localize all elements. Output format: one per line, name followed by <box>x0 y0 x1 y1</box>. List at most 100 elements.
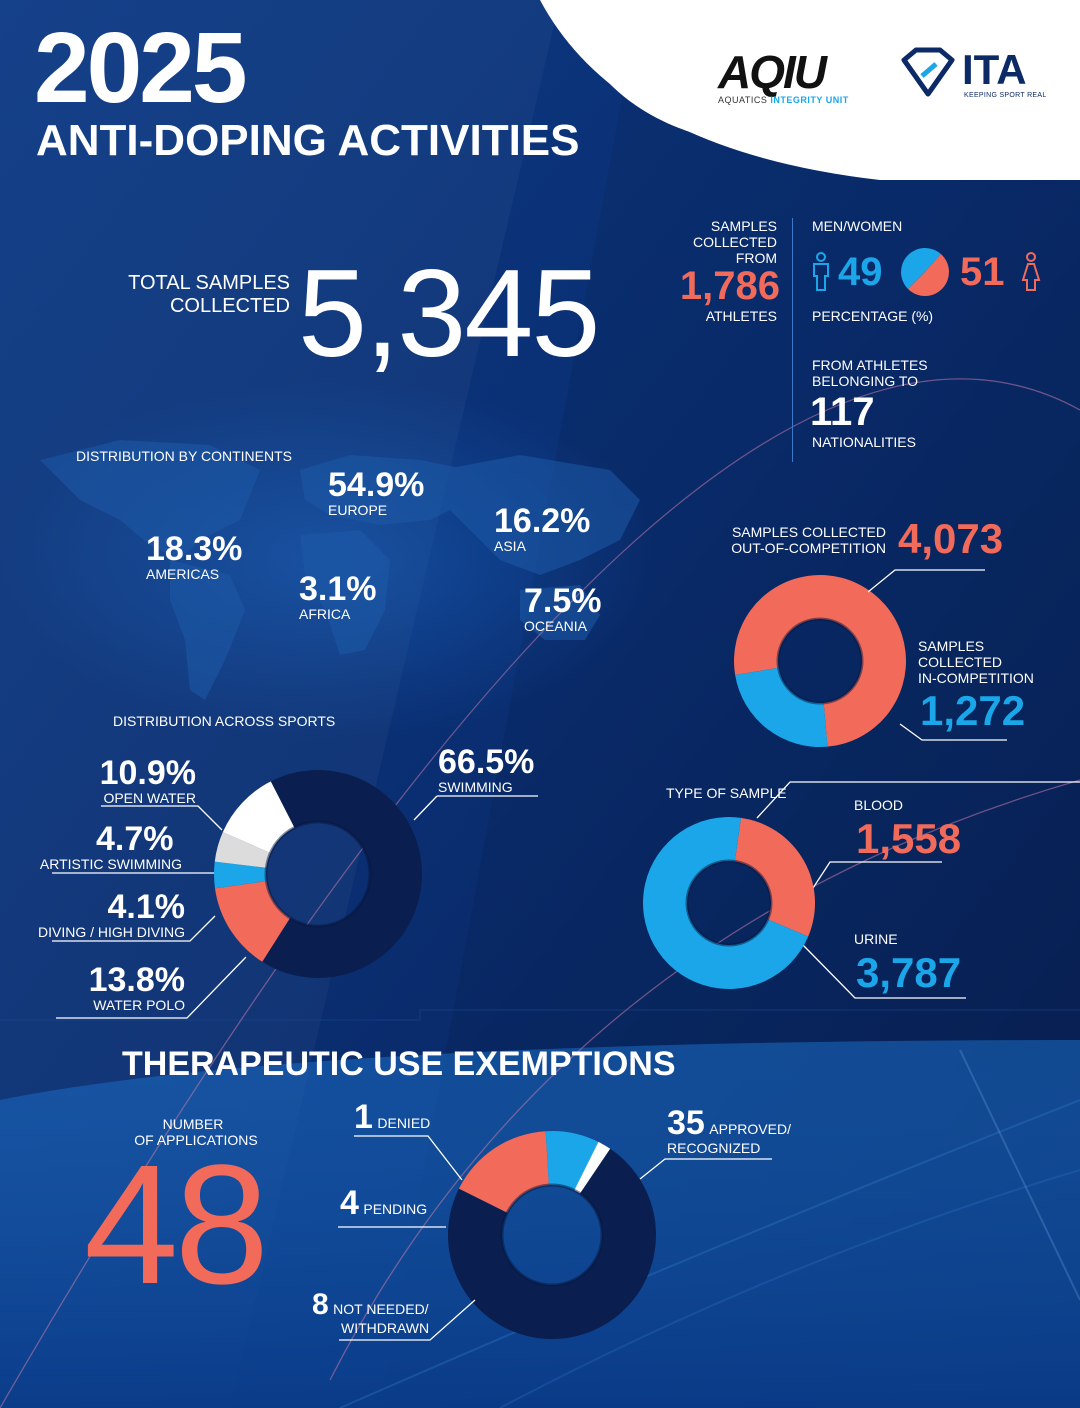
men-women-slice-men <box>901 248 941 289</box>
sport-artistic: 4.7% ARTISTIC SWIMMING <box>30 822 182 872</box>
sport-diving: 4.1% DIVING / HIGH DIVING <box>30 890 185 940</box>
ic-label-2: COLLECTED <box>918 654 1003 670</box>
continent-americas-value: 18.3% <box>146 530 243 568</box>
ooc-label-2: OUT-OF-COMPETITION <box>731 540 886 556</box>
competition-donut <box>734 575 906 747</box>
sport-swimming: 66.5% SWIMMING <box>438 745 534 795</box>
continent-oceania-value: 7.5% <box>524 582 602 620</box>
continent-americas-name: AMERICAS <box>146 566 220 582</box>
total-samples-label-1: TOTAL SAMPLES <box>128 272 290 294</box>
year-title: 2025 <box>34 12 247 124</box>
sample-type-donut <box>643 817 815 989</box>
sport-open-water: 10.9% OPEN WATER <box>60 756 196 806</box>
tue-approved-label-1: APPROVED/ <box>709 1121 791 1137</box>
sports-slice-open-water <box>222 781 295 854</box>
ooc-value: 4,073 <box>898 515 1004 562</box>
total-samples-label-2: COLLECTED <box>169 295 290 317</box>
tue-not-needed-value: 8 <box>312 1288 329 1321</box>
competition-slice-out-of-competition <box>734 575 906 747</box>
sport-diving-value: 4.1% <box>107 888 186 926</box>
sport-water-polo-value: 13.8% <box>88 961 185 999</box>
tue-apps-value: 48 <box>84 1130 269 1320</box>
continent-europe: 54.9% EUROPE <box>328 468 424 518</box>
nationalities-label-3: NATIONALITIES <box>812 434 916 450</box>
ic-label: SAMPLES COLLECTED IN-COMPETITION <box>918 638 1034 686</box>
tue-slice-not-needed-withdrawn <box>458 1131 549 1213</box>
sport-open-water-value: 10.9% <box>99 754 196 792</box>
tue-denied-value: 1 <box>354 1098 373 1136</box>
sports-slice-diving-high-diving <box>214 861 267 889</box>
total-samples-value: 5,345 <box>298 245 600 383</box>
percentage-label: PERCENTAGE (%) <box>812 308 934 324</box>
continent-americas: 18.3% AMERICAS <box>146 532 242 582</box>
women-value: 51 <box>960 250 1005 294</box>
tue-inner-ring <box>500 1183 604 1287</box>
ita-tagline: KEEPING SPORT REAL <box>964 92 1047 99</box>
sample-type-title: TYPE OF SAMPLE <box>666 785 787 801</box>
sport-diving-name: DIVING / HIGH DIVING <box>37 924 185 940</box>
sports-slice-artistic-swimming <box>214 832 271 868</box>
nationalities-label-top: FROM ATHLETES BELONGING TO <box>812 357 928 389</box>
total-samples-label: TOTAL SAMPLES COLLECTED <box>90 272 290 318</box>
ita-wordmark: ITA <box>962 46 1027 93</box>
tue-apps-label: NUMBER OF APPLICATIONS <box>70 1116 322 1148</box>
athletes-label-top: SAMPLES COLLECTED FROM <box>640 218 777 266</box>
aqiu-logo: AQIU AQUATICS INTEGRITY UNIT <box>718 46 858 112</box>
ooc-label: SAMPLES COLLECTED OUT-OF-COMPETITION <box>700 524 886 556</box>
tue-not-needed: 8 NOT NEEDED/ WITHDRAWN <box>312 1288 430 1337</box>
sample-type-slice-urine <box>643 817 809 989</box>
tue-apps-label-2: OF APPLICATIONS <box>134 1132 258 1148</box>
ic-label-3: IN-COMPETITION <box>918 670 1034 686</box>
athletes-label-4: ATHLETES <box>705 308 777 324</box>
tue-denied-label: DENIED <box>377 1115 431 1131</box>
tue-pending-value: 4 <box>340 1184 359 1222</box>
sport-open-water-name: OPEN WATER <box>103 790 196 806</box>
tue-approved-label-2: RECOGNIZED <box>667 1140 761 1156</box>
continent-oceania-name: OCEANIA <box>524 618 588 634</box>
woman-icon <box>1021 252 1041 291</box>
tue-not-needed-label-1: NOT NEEDED/ <box>333 1301 429 1317</box>
athletes-value: 1,786 <box>679 264 780 308</box>
ita-logo: ITA KEEPING SPORT REAL <box>900 46 1050 106</box>
divider <box>792 218 793 462</box>
continent-africa: 3.1% AFRICA <box>299 572 377 622</box>
continent-asia: 16.2% ASIA <box>494 504 590 554</box>
sport-artistic-name: ARTISTIC SWIMMING <box>39 856 182 872</box>
nationalities-label-1: FROM ATHLETES <box>812 357 928 373</box>
sports-title: DISTRIBUTION ACROSS SPORTS <box>113 713 336 729</box>
page-title: ANTI-DOPING ACTIVITIES <box>36 116 580 165</box>
tue-approved-value: 35 <box>667 1104 705 1142</box>
sport-swimming-value: 66.5% <box>438 743 535 781</box>
men-women-slice-women <box>908 253 949 296</box>
athletes-label-3: FROM <box>735 250 777 266</box>
sample-type-inner-ring <box>685 859 773 947</box>
tue-not-needed-label-2: WITHDRAWN <box>341 1320 430 1336</box>
continent-asia-name: ASIA <box>494 538 526 554</box>
sports-inner-ring <box>264 820 372 928</box>
urine-label: URINE <box>854 931 898 947</box>
tue-slice-pending <box>545 1131 599 1191</box>
tue-slice-approved-recognized <box>448 1148 656 1339</box>
continent-oceania: 7.5% OCEANIA <box>524 584 602 634</box>
tue-approved: 35 APPROVED/ RECOGNIZED <box>667 1106 791 1156</box>
continent-europe-name: EUROPE <box>328 502 388 518</box>
tue-pending-label: PENDING <box>363 1201 428 1217</box>
urine-value: 3,787 <box>856 949 962 996</box>
continent-africa-value: 3.1% <box>299 570 377 608</box>
athletes-label-1: SAMPLES <box>710 218 777 234</box>
ooc-label-1: SAMPLES COLLECTED <box>731 524 886 540</box>
competition-inner-ring <box>776 617 864 705</box>
sport-water-polo: 13.8% WATER POLO <box>60 963 185 1013</box>
blood-value: 1,558 <box>856 815 962 862</box>
aqiu-wordmark: AQIU <box>718 46 827 98</box>
tue-slice-denied <box>574 1141 611 1194</box>
sport-artistic-value: 4.7% <box>96 820 174 858</box>
men-value: 49 <box>838 250 883 294</box>
ic-value: 1,272 <box>920 687 1026 734</box>
tue-donut <box>448 1131 656 1339</box>
sport-water-polo-name: WATER POLO <box>93 997 185 1013</box>
sports-slice-water-polo <box>214 881 291 962</box>
ita-diamond-icon <box>901 47 955 97</box>
continents-title: DISTRIBUTION BY CONTINENTS <box>76 448 292 464</box>
continent-asia-value: 16.2% <box>494 502 591 540</box>
